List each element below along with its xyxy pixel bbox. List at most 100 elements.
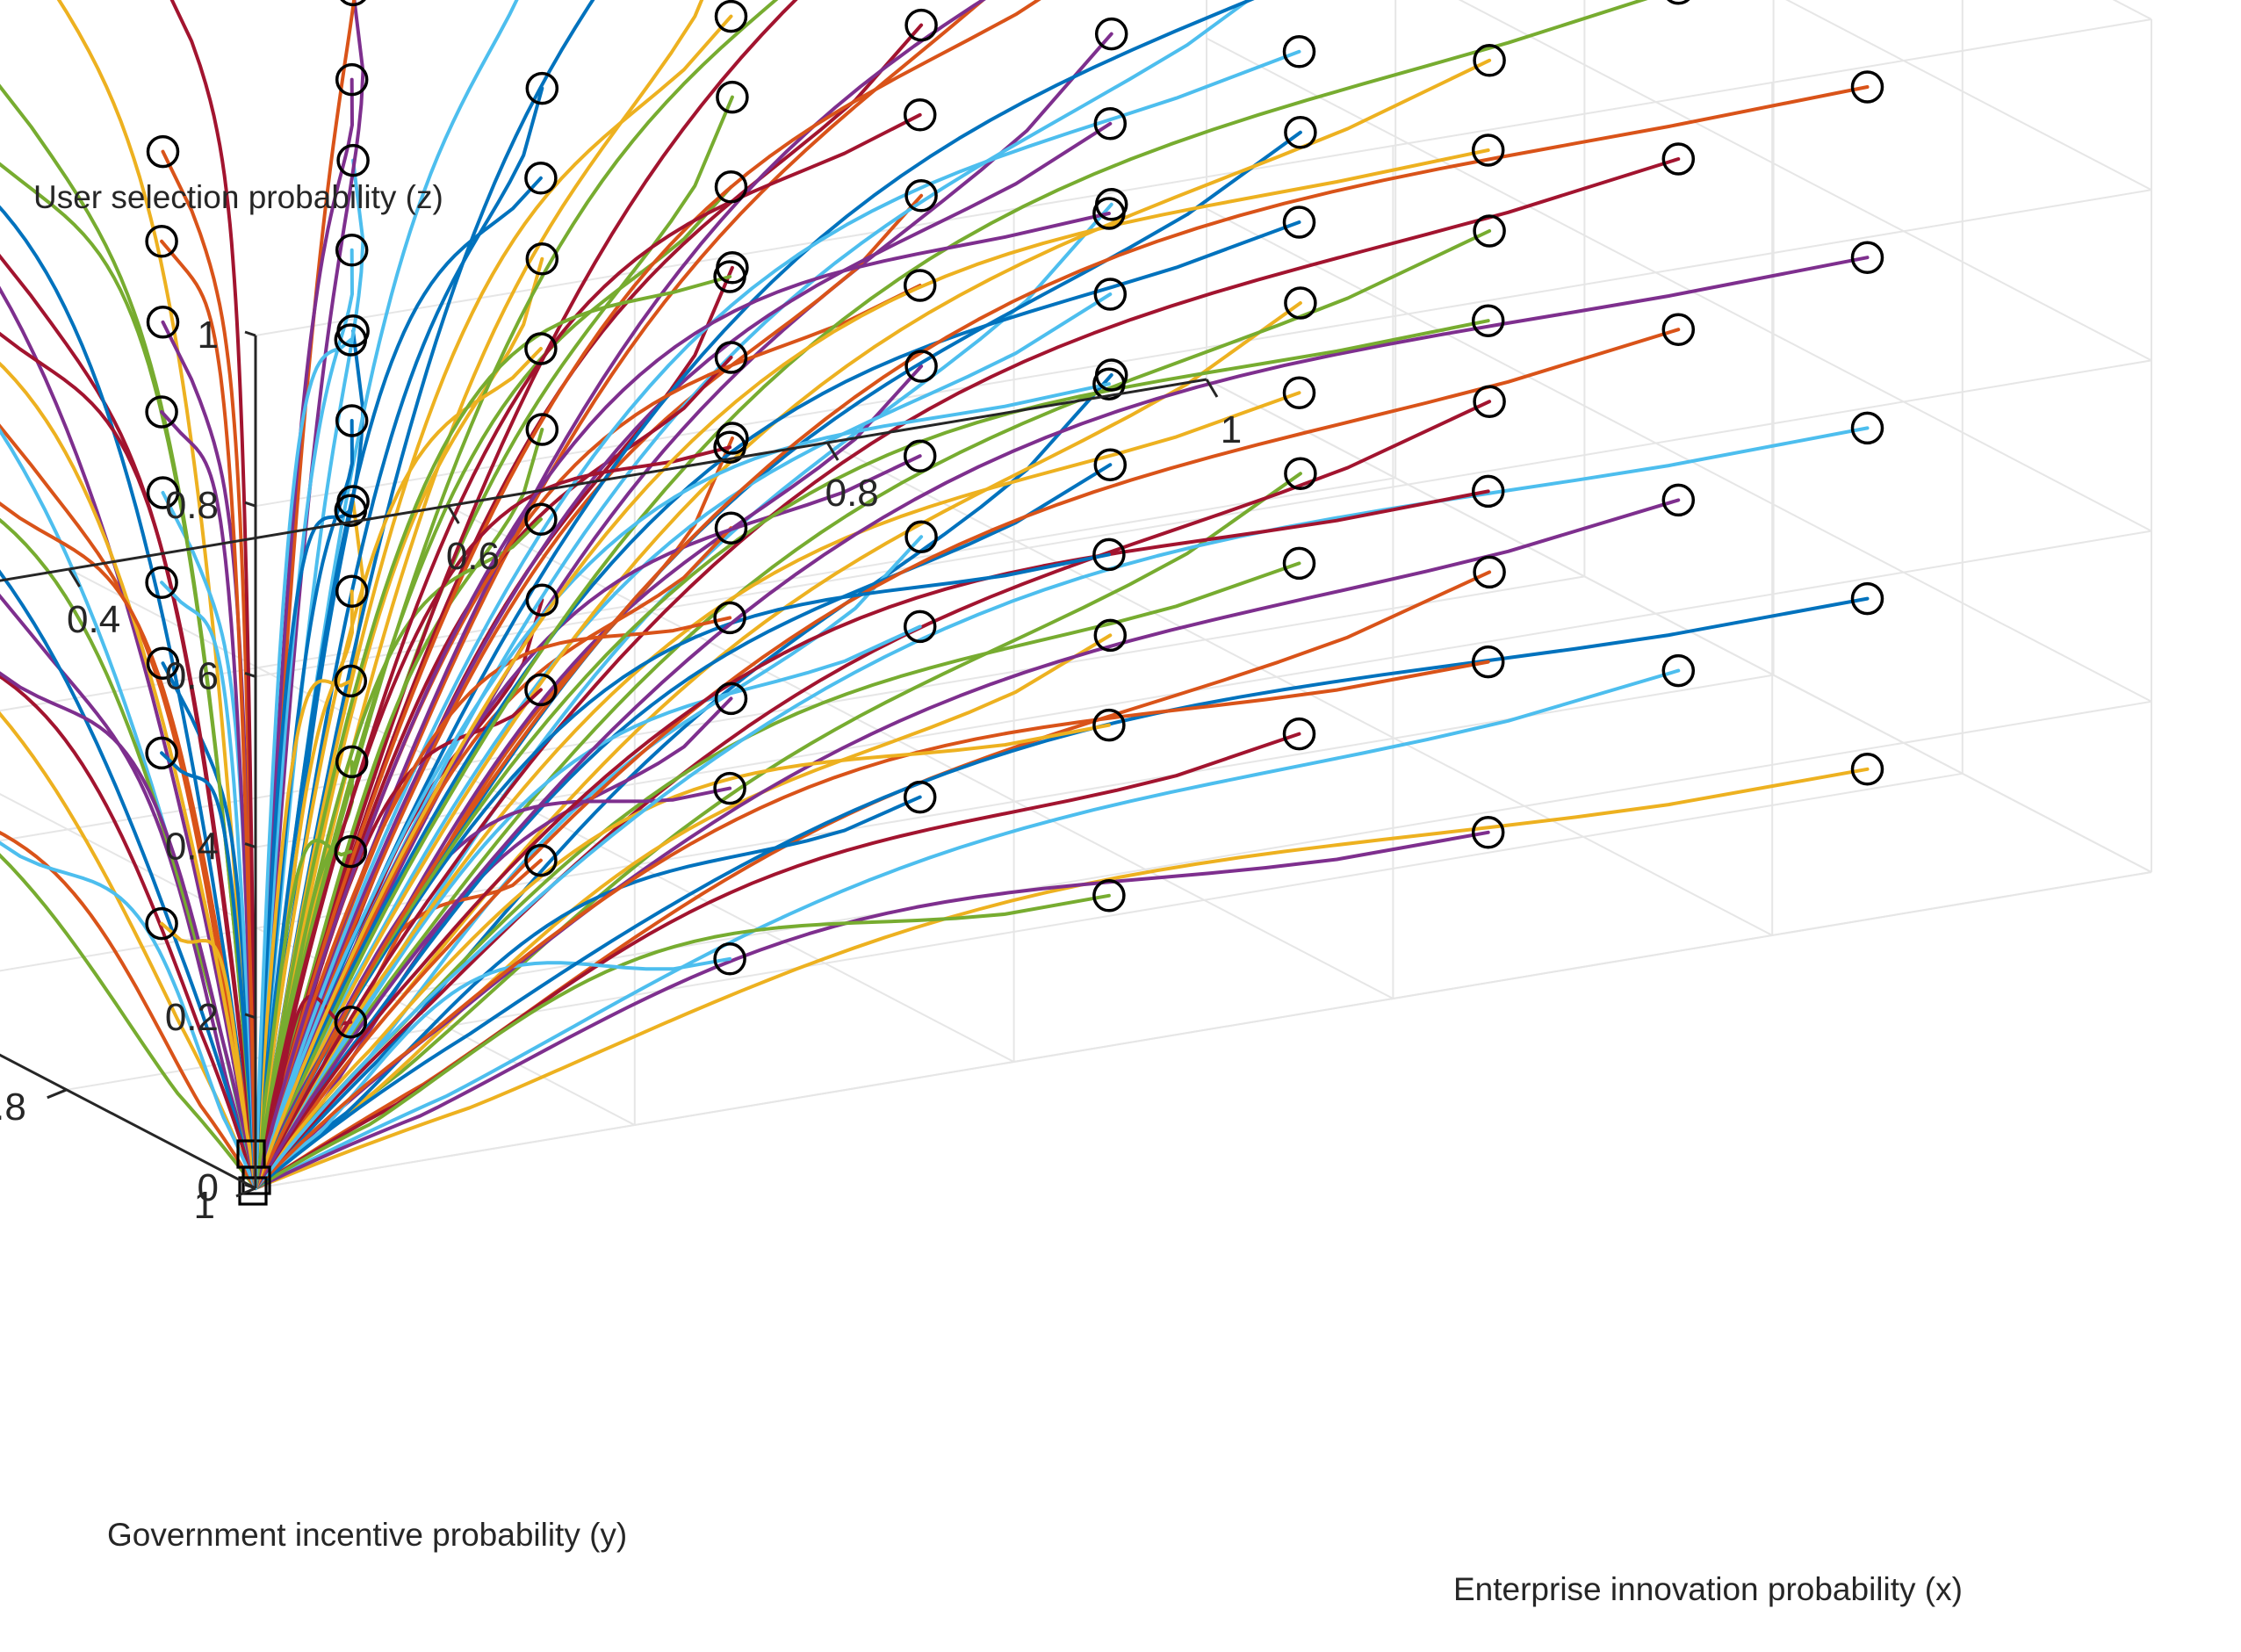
x-tick-mark	[825, 442, 839, 461]
start-marker	[145, 906, 178, 941]
x-tick-mark	[1205, 379, 1219, 398]
start-marker	[335, 574, 369, 608]
start-marker	[714, 341, 748, 374]
start-marker	[1092, 708, 1126, 742]
trajectory-line	[254, 49, 1301, 1190]
start-marker	[1471, 304, 1505, 337]
start-marker	[1850, 411, 1884, 445]
start-marker	[1473, 385, 1506, 418]
start-marker	[713, 430, 746, 464]
z-axis-title: User selection probability (z)	[33, 179, 443, 215]
start-marker	[525, 71, 559, 105]
trajectory-line	[160, 581, 257, 1190]
z-tick-label: 0.8	[165, 484, 219, 527]
start-marker	[1850, 70, 1884, 104]
start-marker	[1284, 116, 1317, 149]
markers-layer	[145, 0, 1884, 1206]
start-marker	[1092, 367, 1126, 400]
y-tick-mark	[47, 1088, 68, 1100]
start-marker	[904, 179, 938, 213]
start-marker	[145, 736, 178, 770]
grid-line-back-z	[255, 18, 2152, 336]
start-marker	[335, 404, 369, 437]
y-axis-title: Government incentive probability (y)	[107, 1517, 627, 1553]
start-marker	[713, 601, 746, 635]
x-tick-label: 1	[1221, 408, 1242, 451]
start-marker	[1092, 537, 1126, 572]
grid-line-floor-y	[255, 871, 2152, 1189]
x-tick-label: 0.6	[446, 535, 500, 578]
trajectory-line	[254, 893, 1111, 1190]
trajectory-line	[254, 256, 1870, 1190]
trajectory-line	[254, 184, 733, 1190]
trajectory-line	[254, 660, 1490, 1190]
y-axis-line	[0, 1053, 256, 1190]
start-marker	[1094, 17, 1128, 51]
trajectory-line	[254, 391, 1301, 1190]
start-marker	[1661, 653, 1696, 688]
grid-layer	[0, 0, 2152, 1189]
trajectory-line	[254, 148, 1490, 1190]
trajectory-line	[254, 400, 1492, 1190]
trajectory-line	[0, 593, 257, 1190]
start-marker	[903, 610, 937, 644]
trajectory-line	[160, 239, 257, 1190]
start-marker	[335, 745, 369, 779]
trajectory-line	[0, 840, 257, 1190]
trajectory-line	[160, 751, 257, 1190]
start-marker	[336, 143, 370, 177]
trajectory-line	[254, 202, 1113, 1190]
z-tick-mark	[244, 1013, 256, 1020]
trajectory-line	[254, 489, 1490, 1190]
trajectory-line	[254, 679, 353, 1190]
grid-line-side-z	[1458, 0, 2152, 362]
start-marker	[524, 162, 558, 195]
trajectory-line	[254, 463, 1113, 1190]
z-tick-label: 0.4	[165, 826, 219, 869]
start-marker	[1850, 241, 1884, 274]
trajectory-line	[254, 0, 1648, 1190]
trajectory-line	[0, 361, 257, 1190]
start-marker	[146, 134, 180, 169]
start-marker	[1471, 645, 1505, 679]
trajectory-line	[254, 956, 732, 1190]
trajectory-line	[254, 292, 1113, 1190]
start-marker	[1850, 753, 1884, 786]
start-marker	[1661, 483, 1696, 517]
start-marker	[334, 834, 368, 869]
start-marker	[1284, 457, 1317, 490]
start-marker	[146, 306, 180, 339]
start-marker	[714, 682, 748, 716]
start-marker	[524, 332, 558, 365]
trajectory-line	[254, 830, 1490, 1190]
start-marker	[334, 323, 368, 357]
start-marker	[1666, 0, 1690, 5]
grid-line-floor-x	[0, 793, 636, 1126]
trajectory-line	[254, 616, 732, 1190]
trajectory-line	[254, 85, 1870, 1190]
grid-line-back-z	[255, 530, 2152, 848]
start-marker	[146, 646, 180, 680]
trajectory-line	[254, 121, 1113, 1190]
start-marker	[1282, 717, 1316, 751]
trajectory-line	[254, 596, 1870, 1190]
y-tick-mark	[235, 1187, 256, 1198]
trajectory-line	[160, 921, 257, 1190]
trajectory-line	[0, 671, 257, 1190]
start-marker	[1471, 133, 1505, 167]
trajectory-line	[0, 285, 257, 1190]
grid-line-back-z	[255, 189, 2152, 508]
x-tick-mark	[447, 505, 460, 524]
start-marker	[1661, 142, 1696, 176]
start-marker	[145, 225, 178, 258]
trajectory-line	[254, 668, 1681, 1190]
trajectory-line	[254, 157, 1681, 1190]
start-marker	[1471, 474, 1505, 509]
start-marker	[1093, 107, 1128, 141]
trajectory-line	[254, 212, 1111, 1190]
start-marker	[524, 673, 558, 707]
trajectory-line	[254, 445, 732, 1190]
start-marker	[903, 439, 937, 473]
trajectory-line	[254, 767, 1870, 1190]
